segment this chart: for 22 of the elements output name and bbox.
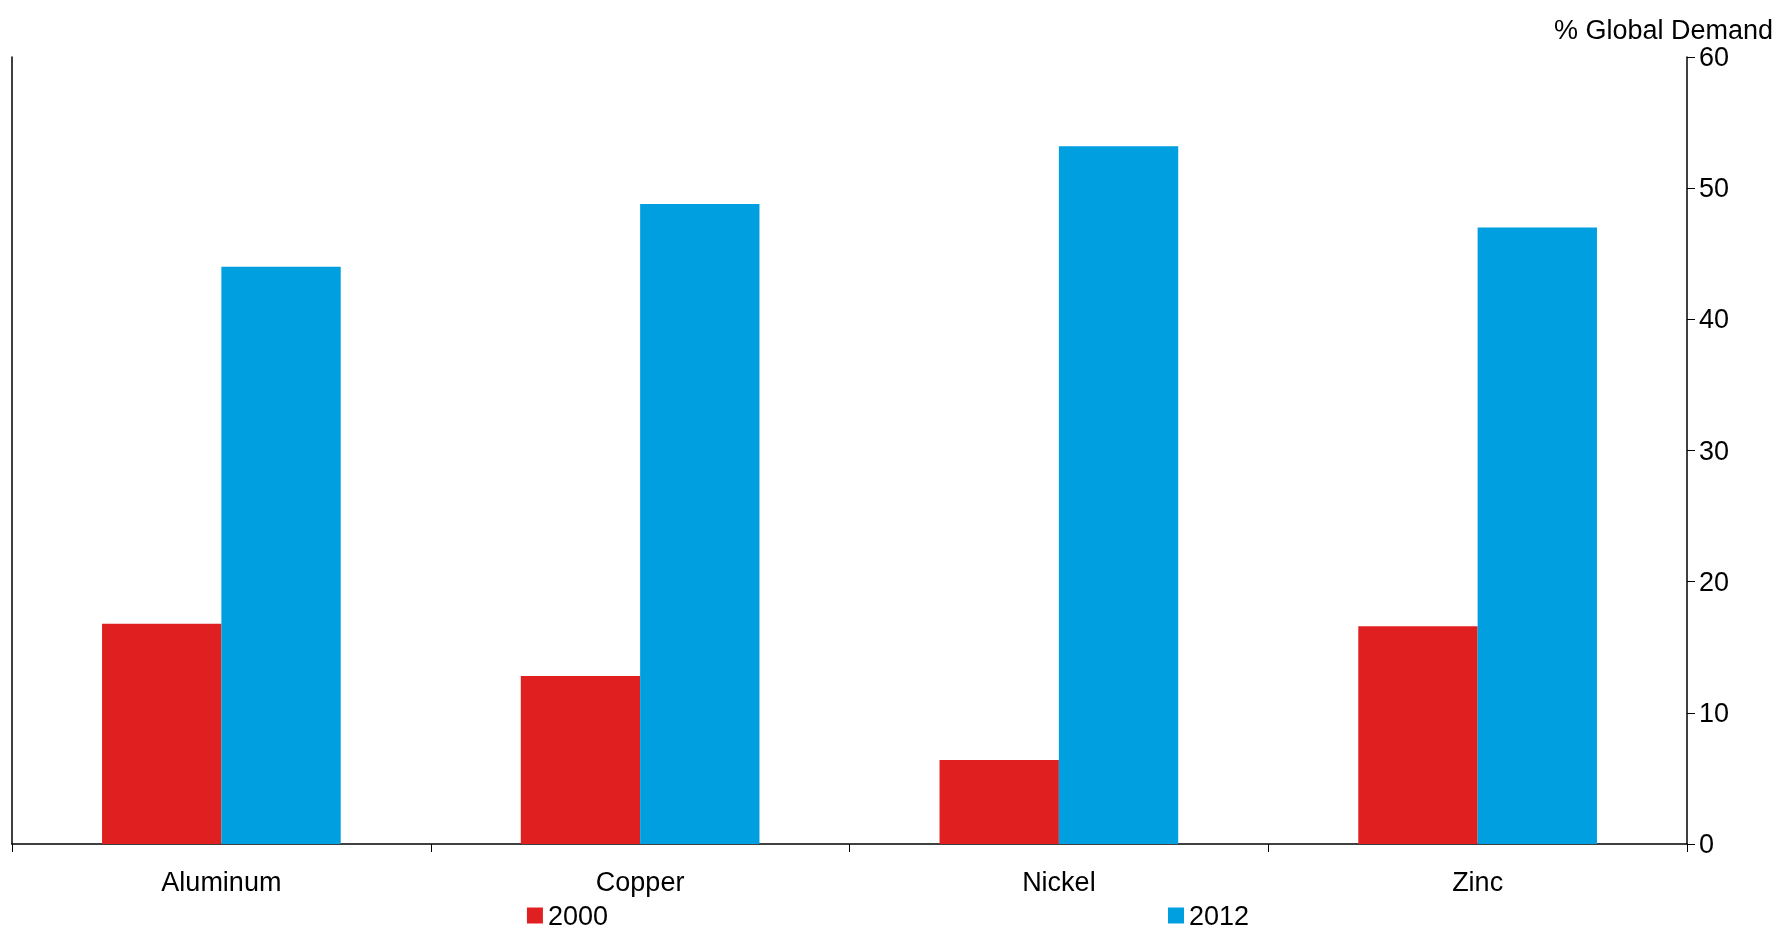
bar <box>939 760 1059 844</box>
y-tick-label: 50 <box>1699 173 1730 204</box>
y-tick-label: 0 <box>1699 829 1715 859</box>
bar <box>1477 227 1597 844</box>
y-tick-label: 30 <box>1699 435 1730 466</box>
x-tick-label: Nickel <box>1022 866 1096 897</box>
y-tick-label: 60 <box>1699 42 1730 72</box>
bar <box>520 676 641 844</box>
bar <box>640 203 760 844</box>
y-axis-title: % Global Demand <box>1553 14 1773 45</box>
y-tick-label: 20 <box>1699 566 1730 597</box>
x-tick-label: Copper <box>595 866 685 897</box>
x-tick-label: Zinc <box>1452 866 1504 897</box>
legend-label: 2012 <box>1189 900 1250 931</box>
bar <box>1058 146 1179 844</box>
legend-label: 2000 <box>547 900 609 931</box>
bar <box>221 266 341 844</box>
bar <box>102 623 222 844</box>
y-tick-label: 10 <box>1699 697 1730 728</box>
x-tick-label: Aluminum <box>161 866 282 897</box>
bar <box>1358 626 1478 844</box>
y-tick-label: 40 <box>1699 304 1730 335</box>
